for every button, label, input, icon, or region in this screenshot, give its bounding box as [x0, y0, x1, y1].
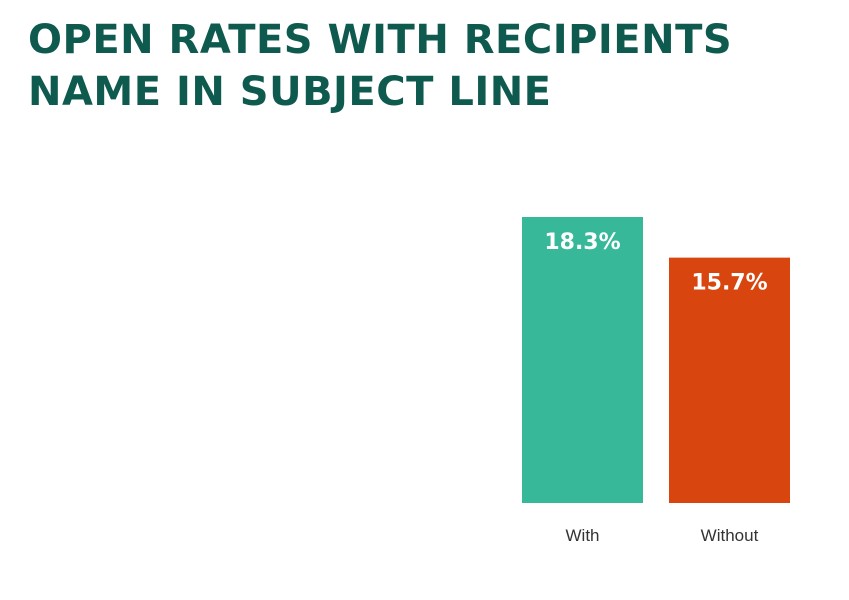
chart-title-line-2: NAME IN SUBJECT LINE	[28, 69, 552, 115]
category-label-without: Without	[701, 526, 759, 545]
bar-without	[669, 257, 790, 503]
value-label-without: 15.7%	[691, 271, 767, 296]
value-label-with: 18.3%	[544, 230, 620, 255]
chart-title-line-1: OPEN RATES WITH RECIPIENTS	[28, 17, 733, 63]
chart-title: OPEN RATES WITH RECIPIENTS NAME IN SUBJE…	[28, 14, 828, 118]
bar-with	[522, 217, 643, 503]
category-label-with: With	[566, 526, 600, 545]
